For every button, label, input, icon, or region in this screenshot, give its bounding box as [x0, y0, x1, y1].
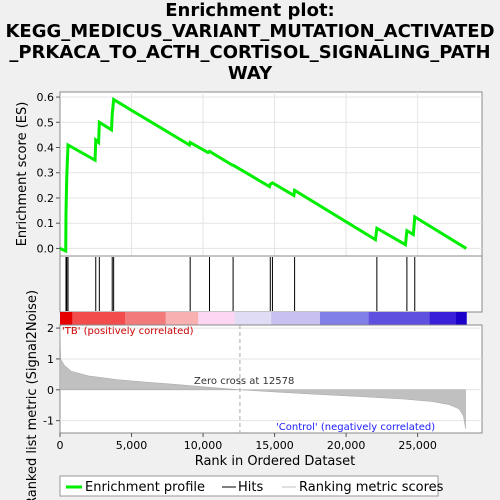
ranked-tick-label: 1 [47, 353, 54, 366]
positive-label: 'TB' (positively correlated) [62, 326, 194, 337]
heatmap-segment [429, 312, 457, 325]
hits-group [65, 257, 416, 311]
es-grid [60, 92, 482, 256]
title-line: WAY [227, 63, 273, 84]
es-tick-label: 0.2 [37, 192, 55, 205]
heatmap-segment [72, 312, 126, 325]
chart-title: Enrichment plot: KEGG_MEDICUS_VARIANT_MU… [0, 0, 500, 84]
title-line: _PRKACA_TO_ACTH_CORTISOL_SIGNALING_PATH [9, 42, 491, 63]
x-tick-label: 0 [57, 439, 64, 452]
negative-label: 'Control' (negatively correlated) [276, 422, 435, 433]
title-line: KEGG_MEDICUS_VARIANT_MUTATION_ACTIVATED [5, 21, 495, 42]
es-tick-label: 0.5 [37, 116, 55, 129]
es-tick-label: 0.0 [37, 242, 55, 255]
x-tick-label: 10,000 [184, 439, 223, 452]
heatmap-segment [271, 312, 321, 325]
x-tick-label: 25,000 [398, 439, 437, 452]
ranked-list-panel [59, 324, 483, 434]
hits-panel [59, 255, 483, 313]
legend [59, 475, 439, 497]
es-y-axis-label: Enrichment score (ES) [15, 102, 30, 247]
ranking-metric-area [59, 328, 466, 429]
heatmap-segment [456, 312, 467, 325]
heatmap-segment [60, 312, 73, 325]
zero-cross-label: Zero cross at 12578 [194, 376, 294, 387]
heatmap-segment [125, 312, 167, 325]
heatmap-segment [198, 312, 236, 325]
es-tick-label: 0.4 [37, 142, 55, 155]
es-panel [59, 91, 483, 257]
legend-es-label: Enrichment profile [85, 480, 205, 495]
heatmap-segment [368, 312, 431, 325]
x-axis-label: Rank in Ordered Dataset [195, 454, 356, 469]
heatmap-segment [320, 312, 370, 325]
es-tick-label: 0.1 [37, 217, 55, 230]
es-y-ticks: 0.0 0.1 0.2 0.3 0.4 0.5 0.6 [37, 91, 60, 255]
legend-metric-label: Ranking metric scores [299, 480, 444, 495]
x-tick-label: 5,000 [116, 439, 148, 452]
ranked-y-axis-label: Ranked list metric (Signal2Noise) [25, 290, 40, 500]
x-tick-label: 15,000 [255, 439, 294, 452]
ranked-tick-label: -1 [43, 415, 54, 428]
heatmap-bar [60, 312, 467, 325]
x-ticks: 0 5,000 10,000 15,000 20,000 25,000 [57, 433, 437, 452]
x-tick-label: 20,000 [327, 439, 366, 452]
ranked-tick-label: 2 [47, 322, 54, 335]
es-tick-label: 0.3 [37, 167, 55, 180]
es-tick-label: 0.6 [37, 91, 55, 104]
ranked-y-ticks: -1 0 1 2 [43, 322, 60, 428]
heatmap-segment [165, 312, 199, 325]
heatmap-segment [234, 312, 272, 325]
legend-hits-label: Hits [238, 480, 263, 495]
enrichment-profile-line [59, 97, 468, 254]
ranked-tick-label: 0 [47, 384, 54, 397]
title-line: Enrichment plot: [165, 0, 335, 21]
